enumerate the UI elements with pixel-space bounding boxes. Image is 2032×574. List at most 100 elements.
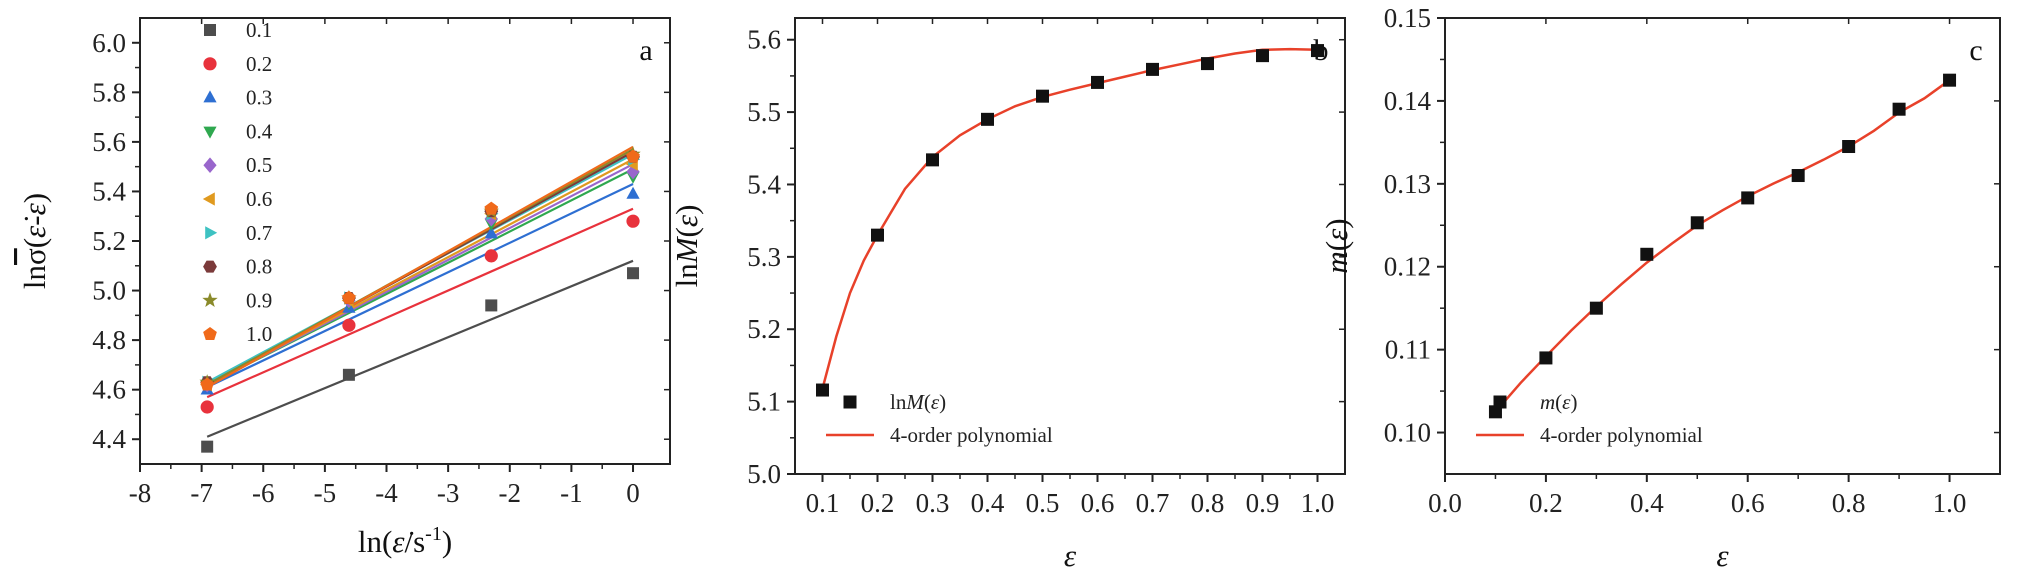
- x-tick-label: 1.0: [1933, 488, 1967, 518]
- plot-frame: [794, 17, 1346, 475]
- data-point: [816, 383, 829, 397]
- legend-marker-0.8: [203, 260, 217, 273]
- data-point: [1539, 351, 1553, 365]
- y-tick-label: 5.4: [747, 169, 781, 199]
- y-tick-label: 0.14: [1384, 86, 1432, 116]
- x-tick-label: 0.7: [1136, 488, 1170, 518]
- data-point: [1589, 301, 1603, 315]
- y-tick-label: 5.2: [747, 314, 781, 344]
- x-tick-label: 0.2: [1529, 488, 1563, 518]
- x-axis-label: ε: [1716, 538, 1729, 573]
- data-point: [1201, 57, 1214, 71]
- legend-label: 0.7: [246, 221, 272, 245]
- data-point-1.0: [626, 149, 640, 163]
- data-point-0.2: [200, 400, 214, 414]
- x-axis-label: ln(ε̇/s-1): [358, 523, 452, 559]
- legend-marker-0.3: [203, 90, 217, 103]
- x-tick-label: 0.4: [971, 488, 1005, 518]
- x-tick-label: 0.6: [1081, 488, 1115, 518]
- data-point: [1741, 191, 1755, 205]
- y-tick-label: 0.11: [1385, 335, 1431, 365]
- panel-letter: c: [1969, 34, 1982, 67]
- legend-marker-0.4: [203, 126, 217, 139]
- x-tick-label: -8: [129, 478, 152, 508]
- x-tick-label: 0.3: [916, 488, 950, 518]
- data-point-1.0: [342, 290, 356, 304]
- legend-marker-points: [1493, 395, 1507, 409]
- legend-label: 0.3: [246, 86, 272, 110]
- legend-marker-0.5: [203, 157, 217, 173]
- panel-a: -8 -7 -6 -5 -4 -3 -2 -1 0 4.4 4.6 4.8 5.0 5.2 5.4 5.6 5.…: [17, 17, 671, 559]
- y-tick-label: 5.6: [92, 127, 126, 157]
- panel-c: 0.0 0.2 0.4 0.6 0.8 1.0 0.10 0.11 0.12 0.13 0.14 0.…: [1319, 3, 2001, 573]
- y-tick-label: 4.8: [92, 325, 126, 355]
- x-tick-label: 0.0: [1428, 488, 1462, 518]
- legend-label: 0.9: [246, 288, 272, 312]
- y-tick-label: 5.4: [92, 176, 126, 206]
- y-tick-label: 4.4: [92, 424, 126, 454]
- x-tick-label: 0.8: [1832, 488, 1866, 518]
- x-tick-label: 0.8: [1191, 488, 1225, 518]
- y-tick-label: 5.5: [747, 97, 781, 127]
- data-point: [1146, 62, 1159, 76]
- legend-marker-0.9: [202, 292, 218, 307]
- legend-marker-0.6: [202, 192, 215, 206]
- y-tick-label: 5.2: [92, 226, 126, 256]
- data-point: [926, 153, 939, 167]
- y-tick-label: 5.8: [92, 77, 126, 107]
- y-tick-label: 5.0: [747, 459, 781, 489]
- fit-curve: [1494, 79, 1951, 413]
- y-tick-label: 5.0: [92, 276, 126, 306]
- data-point-0.1: [627, 267, 640, 280]
- y-tick-label: 0.13: [1384, 169, 1431, 199]
- y-tick-label: 5.3: [747, 242, 781, 272]
- y-tick-label: 5.6: [747, 25, 781, 55]
- legend-marker-0.1: [204, 24, 216, 36]
- x-tick-label: -4: [375, 478, 398, 508]
- x-tick-label: 0.5: [1026, 488, 1060, 518]
- x-tick-label: 0.4: [1630, 488, 1664, 518]
- data-point: [871, 228, 884, 242]
- legend-label: 1.0: [246, 322, 272, 346]
- data-point-0.2: [342, 318, 356, 332]
- data-point-0.3: [484, 226, 498, 239]
- x-tick-label: -5: [314, 478, 337, 508]
- y-tick-label: 6.0: [92, 28, 126, 58]
- legend-marker-1.0: [203, 327, 217, 341]
- y-tick-label: 4.6: [92, 375, 126, 405]
- x-tick-label: -6: [252, 478, 275, 508]
- legend-label-points: m(ε): [1540, 390, 1577, 414]
- x-tick-label: -7: [190, 478, 213, 508]
- data-point: [1943, 73, 1957, 87]
- y-tick-label: 5.1: [747, 387, 781, 417]
- data-point-0.2: [626, 214, 640, 228]
- y-axis-label: lnσ(ε̇-ε): [17, 193, 52, 289]
- legend-marker-0.7: [205, 226, 218, 240]
- legend-label-fit: 4-order polynomial: [890, 423, 1053, 447]
- legend-marker-0.2: [203, 57, 217, 71]
- plot-frame: [1444, 17, 2001, 475]
- data-point-0.1: [342, 368, 355, 381]
- panel-b: 0.1 0.2 0.3 0.4 0.5 0.6 0.7 0.8 0.9 1.0 5.0 5.1 5.2 5…: [669, 17, 1346, 573]
- x-tick-label: 1.0: [1301, 488, 1335, 518]
- y-axis-label: lnM(ε): [669, 205, 704, 288]
- y-tick-label: 0.10: [1384, 418, 1431, 448]
- x-tick-label: 0.9: [1246, 488, 1280, 518]
- x-tick-label: 0.2: [861, 488, 895, 518]
- x-tick-label: -2: [499, 478, 522, 508]
- fit-line-1.0: [206, 145, 634, 389]
- legend-label: 0.5: [246, 153, 272, 177]
- data-point-0.3: [626, 186, 640, 199]
- legend-label-fit: 4-order polynomial: [1540, 423, 1703, 447]
- x-tick-label: 0.6: [1731, 488, 1765, 518]
- x-axis-label: ε: [1064, 538, 1077, 573]
- legend-label: 0.8: [246, 255, 272, 279]
- data-point: [1690, 216, 1704, 230]
- data-point-0.1: [485, 299, 498, 312]
- data-point-1.0: [200, 377, 215, 391]
- fit-line-0.2: [206, 207, 634, 399]
- legend-label: 0.2: [246, 52, 272, 76]
- legend-label-points: lnM(ε): [890, 390, 946, 414]
- panel-letter: a: [639, 34, 652, 67]
